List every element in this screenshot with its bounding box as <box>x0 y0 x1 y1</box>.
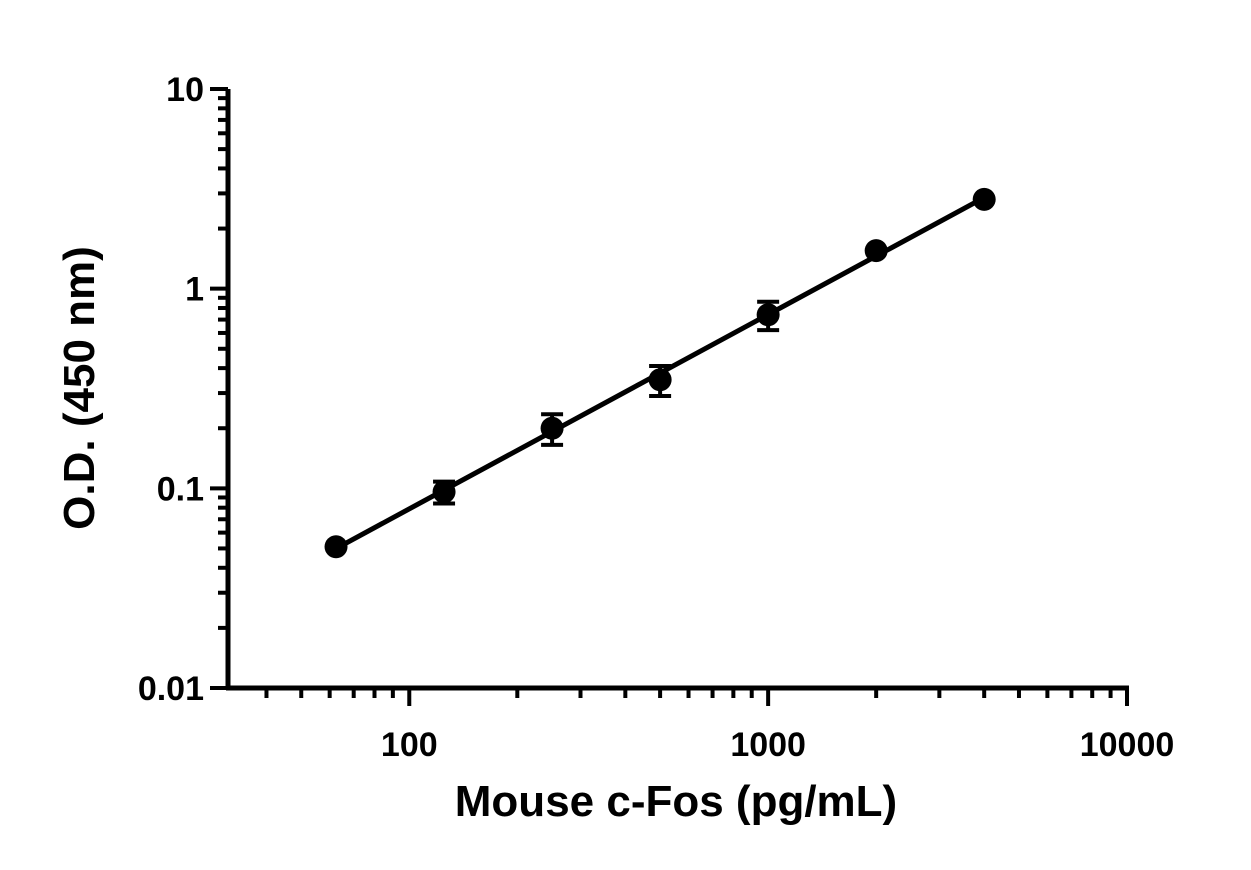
data-point <box>756 303 780 327</box>
y-tick-label: 0.01 <box>138 670 204 708</box>
data-point <box>324 535 348 559</box>
x-tick-label: 1000 <box>730 726 806 764</box>
y-tick-label: 0.1 <box>157 470 204 508</box>
data-point <box>648 368 672 392</box>
axes: 0.01 0.1 1 10 100 1000 10000 <box>138 71 1174 764</box>
data-point <box>540 416 564 440</box>
y-axis-title: O.D. (450 nm) <box>55 246 104 530</box>
data-points <box>324 187 996 559</box>
y-tick-label: 1 <box>185 271 204 309</box>
x-tick-label: 10000 <box>1080 726 1175 764</box>
data-point <box>864 239 888 263</box>
y-tick-label: 10 <box>166 71 204 109</box>
x-axis-title: Mouse c-Fos (pg/mL) <box>455 777 897 826</box>
x-tick-label: 100 <box>381 726 438 764</box>
data-point <box>972 187 996 211</box>
data-point <box>432 480 456 504</box>
